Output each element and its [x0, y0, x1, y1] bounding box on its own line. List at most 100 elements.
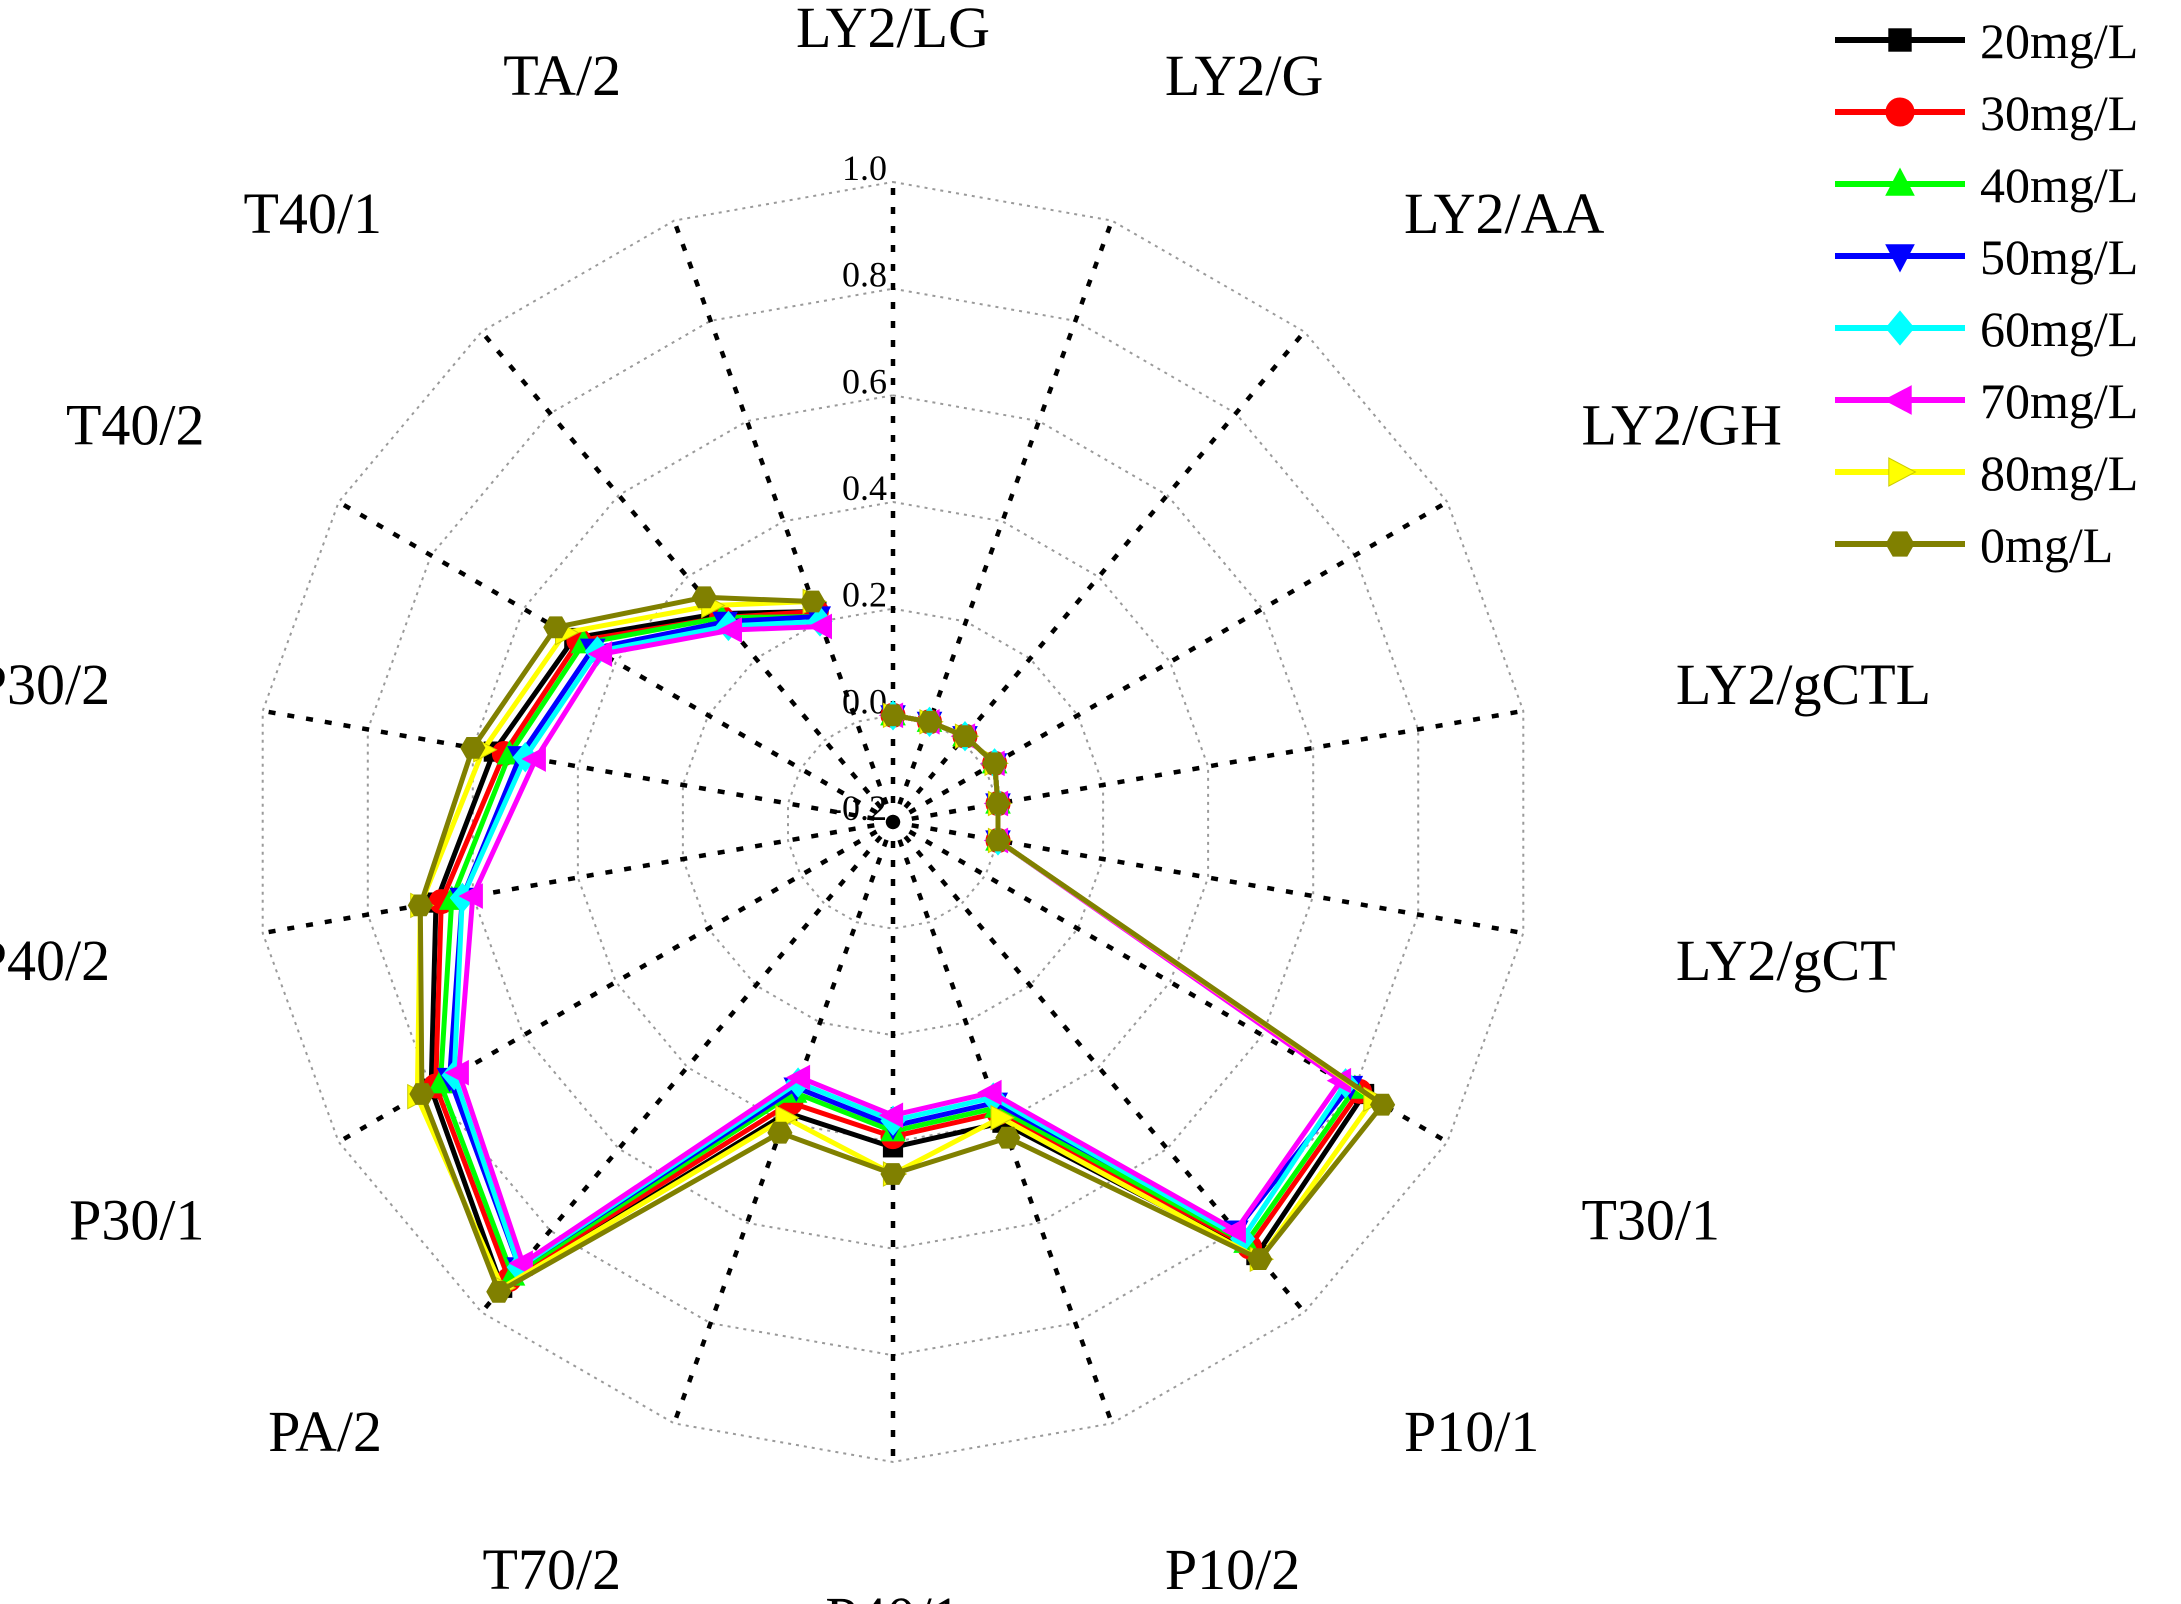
legend-entry: 40mg/L [1835, 157, 2138, 213]
axis-label: LY2/LG [796, 0, 990, 60]
radial-tick-label: 0.2 [842, 575, 887, 615]
axis-spoke [891, 330, 1307, 824]
data-point [409, 1083, 435, 1105]
data-point [543, 616, 569, 639]
axis-label: LY2/gCT [1676, 928, 1896, 993]
axis-label: P30/2 [0, 652, 110, 717]
legend-label: 20mg/L [1980, 13, 2138, 69]
legend-label: 70mg/L [1980, 373, 2138, 429]
radial-tick-label: -0.2 [830, 788, 887, 828]
data-point [508, 1250, 533, 1277]
legend-marker [1885, 310, 1915, 346]
data-point [785, 1064, 811, 1091]
legend-label: 0mg/L [1980, 517, 2113, 573]
data-point [486, 1280, 512, 1303]
axis-spoke [262, 708, 894, 825]
data-point [521, 746, 546, 772]
data-series [407, 586, 1396, 1303]
legend-label: 80mg/L [1980, 445, 2138, 501]
data-point [460, 737, 486, 759]
axis-label: P10/2 [1165, 1537, 1300, 1602]
radial-tick-label: 0.4 [842, 468, 887, 508]
data-point [1370, 1093, 1396, 1116]
legend-entry: 0mg/L [1835, 517, 2113, 573]
axis-spoke [337, 500, 895, 824]
legend-label: 60mg/L [1980, 301, 2138, 357]
axis-spoke [479, 820, 895, 1314]
legend-marker [1885, 531, 1915, 557]
data-point [1221, 1217, 1246, 1244]
axis-label: LY2/AA [1404, 181, 1605, 246]
axis-spoke [892, 819, 1524, 936]
radial-tick-label: 1.0 [842, 148, 887, 188]
axis-label: P10/1 [1404, 1399, 1539, 1464]
axis-spoke [671, 821, 896, 1425]
axis-label: TA/2 [503, 43, 621, 108]
legend-marker [1883, 385, 1912, 415]
data-point [880, 704, 906, 727]
axis-label: T70/2 [483, 1537, 622, 1602]
legend-entry: 30mg/L [1835, 85, 2138, 141]
axis-label: P40/2 [0, 928, 110, 993]
radial-tick-label: 0.8 [842, 255, 887, 295]
legend-entry: 20mg/L [1835, 13, 2138, 69]
axis-label: LY2/G [1165, 43, 1324, 108]
legend-label: 30mg/L [1980, 85, 2138, 141]
legend-marker [1885, 97, 1915, 127]
radial-tick-label: 0.0 [842, 681, 887, 721]
axis-spoke [890, 821, 1115, 1425]
data-point [880, 1163, 906, 1185]
data-point [767, 1121, 793, 1144]
data-point [458, 883, 483, 909]
legend-label: 50mg/L [1980, 229, 2138, 285]
data-point [995, 1126, 1021, 1149]
data-point [407, 894, 433, 917]
data-point [717, 617, 742, 643]
axis-label: PA/2 [268, 1399, 382, 1464]
axis-spoke [262, 819, 894, 936]
data-point [800, 590, 826, 613]
legend-entry: 50mg/L [1835, 229, 2138, 285]
data-point [985, 792, 1011, 815]
legend-marker [1885, 244, 1915, 273]
legend-marker [1885, 167, 1915, 196]
legend-marker [1888, 28, 1912, 52]
data-point [952, 725, 978, 748]
axis-labels: LY2/LG LY2/G LY2/AA LY2/GH LY2/gCTL LY2/gCT T3… [0, 0, 1931, 1604]
radial-tick-label: 0.6 [842, 361, 887, 401]
legend-marker [1888, 457, 1917, 487]
data-point [587, 641, 613, 667]
axis-spoke [892, 708, 1524, 825]
center-dot [887, 816, 899, 828]
legend-entry: 70mg/L [1835, 373, 2138, 429]
axis-spoke [891, 500, 1449, 824]
axis-label: LY2/GH [1582, 393, 1782, 458]
data-point [878, 1102, 904, 1129]
axis-label: P40/1 [825, 1585, 960, 1604]
axis-spoke [890, 219, 1115, 823]
axis-label: T40/1 [243, 181, 382, 246]
legend: 20mg/L 30mg/L 40mg/L 50mg/L 60mg/L 70mg/L 80mg… [1835, 13, 2138, 573]
legend-entry: 60mg/L [1835, 301, 2138, 357]
series-80mg/L [407, 588, 1388, 1301]
data-point [691, 586, 717, 609]
grid-ring-6 [261, 180, 1525, 1464]
data-point [444, 1059, 469, 1086]
series-0mg/L [407, 586, 1396, 1303]
data-point [1247, 1248, 1273, 1270]
axis-label: P30/1 [69, 1188, 204, 1253]
legend-label: 40mg/L [1980, 157, 2138, 213]
data-point [807, 613, 832, 640]
axis-label: LY2/gCTL [1676, 652, 1931, 717]
data-point [916, 710, 943, 733]
data-point [982, 752, 1008, 775]
series-30mg/L [423, 599, 1372, 1293]
radial-tick-labels: -0.2 0.0 0.2 0.4 0.6 0.8 1.0 [830, 148, 887, 828]
axis-label: T30/1 [1582, 1188, 1721, 1253]
axis-label: T40/2 [66, 393, 205, 458]
data-point [990, 1104, 1015, 1131]
data-point [977, 1079, 1002, 1106]
axis-spoke [671, 219, 896, 823]
axis-spoke [479, 330, 895, 824]
